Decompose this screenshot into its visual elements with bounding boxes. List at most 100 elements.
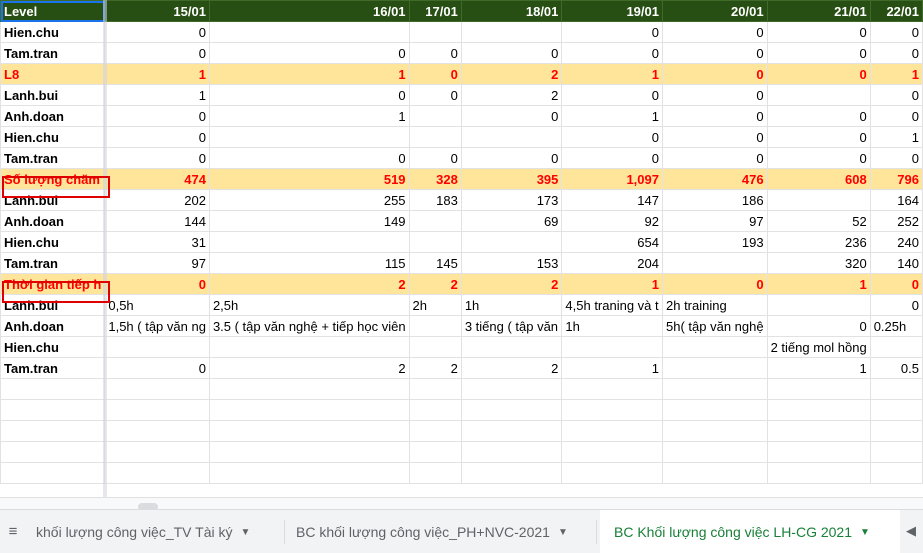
- row-label-cell[interactable]: Hien.chu: [0, 126, 106, 148]
- spreadsheet-grid[interactable]: Level 15/01 16/01 17/01 18/01 19/01 20/01 21/01…: [0, 0, 923, 497]
- cell[interactable]: 0: [104, 147, 210, 169]
- cell[interactable]: [208, 378, 410, 400]
- cell[interactable]: [766, 189, 871, 211]
- cell[interactable]: 0: [869, 84, 923, 106]
- cell[interactable]: 0: [208, 84, 410, 106]
- cell[interactable]: 0: [869, 147, 923, 169]
- cell[interactable]: 0: [460, 42, 563, 64]
- cell[interactable]: [460, 441, 563, 463]
- cell[interactable]: [408, 105, 462, 127]
- cell[interactable]: [104, 420, 210, 442]
- cell[interactable]: 52: [766, 210, 871, 232]
- cell[interactable]: [408, 210, 462, 232]
- cell[interactable]: 145: [408, 252, 462, 274]
- cell[interactable]: 92: [561, 210, 663, 232]
- row-label-cell[interactable]: Hien.chu: [0, 21, 106, 43]
- cell[interactable]: 186: [662, 189, 768, 211]
- cell[interactable]: 17/01: [408, 0, 462, 22]
- cell[interactable]: 476: [662, 168, 768, 190]
- cell[interactable]: [460, 126, 563, 148]
- cell[interactable]: 0: [104, 42, 210, 64]
- cell[interactable]: 0: [766, 147, 871, 169]
- cell[interactable]: 3.5 ( tập văn nghệ + tiếp học viên: [208, 315, 410, 337]
- cell[interactable]: 0: [766, 42, 871, 64]
- cell[interactable]: 0: [408, 42, 462, 64]
- cell[interactable]: 4,5h traning và t: [561, 294, 663, 316]
- horizontal-scrollbar-thumb[interactable]: [138, 503, 158, 511]
- cell[interactable]: [561, 378, 663, 400]
- cell[interactable]: [0, 420, 106, 442]
- cell[interactable]: 0: [869, 294, 923, 316]
- cell[interactable]: 0: [208, 42, 410, 64]
- row-label-cell[interactable]: Tam.tran: [0, 42, 106, 64]
- cell[interactable]: 0: [104, 273, 210, 295]
- cell[interactable]: 0: [662, 273, 768, 295]
- cell[interactable]: [766, 294, 871, 316]
- cell[interactable]: 20/01: [662, 0, 768, 22]
- cell[interactable]: 0: [662, 126, 768, 148]
- row-label-cell[interactable]: Hien.chu: [0, 336, 106, 358]
- cell[interactable]: 0: [408, 147, 462, 169]
- cell[interactable]: 654: [561, 231, 663, 253]
- cell[interactable]: 1: [766, 357, 871, 379]
- sheet-tab-ph-nvc-2021[interactable]: BC khối lượng công việc_PH+NVC-2021 ▼: [288, 510, 593, 553]
- cell[interactable]: 0: [104, 105, 210, 127]
- cell[interactable]: 0: [869, 273, 923, 295]
- cell[interactable]: [0, 378, 106, 400]
- cell[interactable]: [561, 420, 663, 442]
- cell[interactable]: 2: [460, 63, 563, 85]
- cell[interactable]: 31: [104, 231, 210, 253]
- cell[interactable]: 320: [766, 252, 871, 274]
- cell[interactable]: [408, 21, 462, 43]
- cell[interactable]: 69: [460, 210, 563, 232]
- cell[interactable]: [104, 336, 210, 358]
- cell[interactable]: [104, 441, 210, 463]
- cell[interactable]: [662, 378, 768, 400]
- cell[interactable]: 0.25h: [869, 315, 923, 337]
- cell[interactable]: 395: [460, 168, 563, 190]
- cell[interactable]: 183: [408, 189, 462, 211]
- cell[interactable]: [408, 315, 462, 337]
- cell[interactable]: [408, 126, 462, 148]
- cell[interactable]: [662, 336, 768, 358]
- cell[interactable]: 796: [869, 168, 923, 190]
- cell[interactable]: [208, 231, 410, 253]
- row-label-cell[interactable]: Tam.tran: [0, 252, 106, 274]
- cell[interactable]: [662, 357, 768, 379]
- scroll-tabs-left-icon[interactable]: ◀: [906, 523, 916, 538]
- cell[interactable]: 0: [408, 84, 462, 106]
- cell[interactable]: [460, 420, 563, 442]
- cell[interactable]: [408, 231, 462, 253]
- cell[interactable]: 0: [662, 84, 768, 106]
- horizontal-scrollbar[interactable]: [0, 497, 923, 509]
- cell[interactable]: [0, 462, 106, 484]
- row-label-cell[interactable]: Hien.chu: [0, 231, 106, 253]
- cell[interactable]: 2h training: [662, 294, 768, 316]
- cell[interactable]: 2: [460, 84, 563, 106]
- cell[interactable]: 0: [208, 147, 410, 169]
- cell[interactable]: 144: [104, 210, 210, 232]
- cell[interactable]: [869, 378, 923, 400]
- caret-down-icon[interactable]: ▼: [557, 526, 568, 538]
- cell[interactable]: 519: [208, 168, 410, 190]
- row-label-cell[interactable]: Tam.tran: [0, 147, 106, 169]
- cell[interactable]: [104, 462, 210, 484]
- cell[interactable]: [869, 399, 923, 421]
- row-label-cell[interactable]: Lanh.bui: [0, 294, 106, 316]
- cell[interactable]: 0: [561, 147, 663, 169]
- cell[interactable]: 1h: [460, 294, 563, 316]
- cell[interactable]: 2: [208, 273, 410, 295]
- cell[interactable]: [408, 336, 462, 358]
- cell[interactable]: [0, 399, 106, 421]
- cell[interactable]: 97: [104, 252, 210, 274]
- cell[interactable]: 1h: [561, 315, 663, 337]
- cell[interactable]: 0: [561, 42, 663, 64]
- cell[interactable]: 1: [766, 273, 871, 295]
- cell[interactable]: [408, 399, 462, 421]
- cell[interactable]: 0: [460, 147, 563, 169]
- cell[interactable]: 1: [208, 105, 410, 127]
- cell[interactable]: [104, 378, 210, 400]
- cell[interactable]: 1: [869, 63, 923, 85]
- cell[interactable]: 1,5h ( tập văn ng: [104, 315, 210, 337]
- cell[interactable]: 236: [766, 231, 871, 253]
